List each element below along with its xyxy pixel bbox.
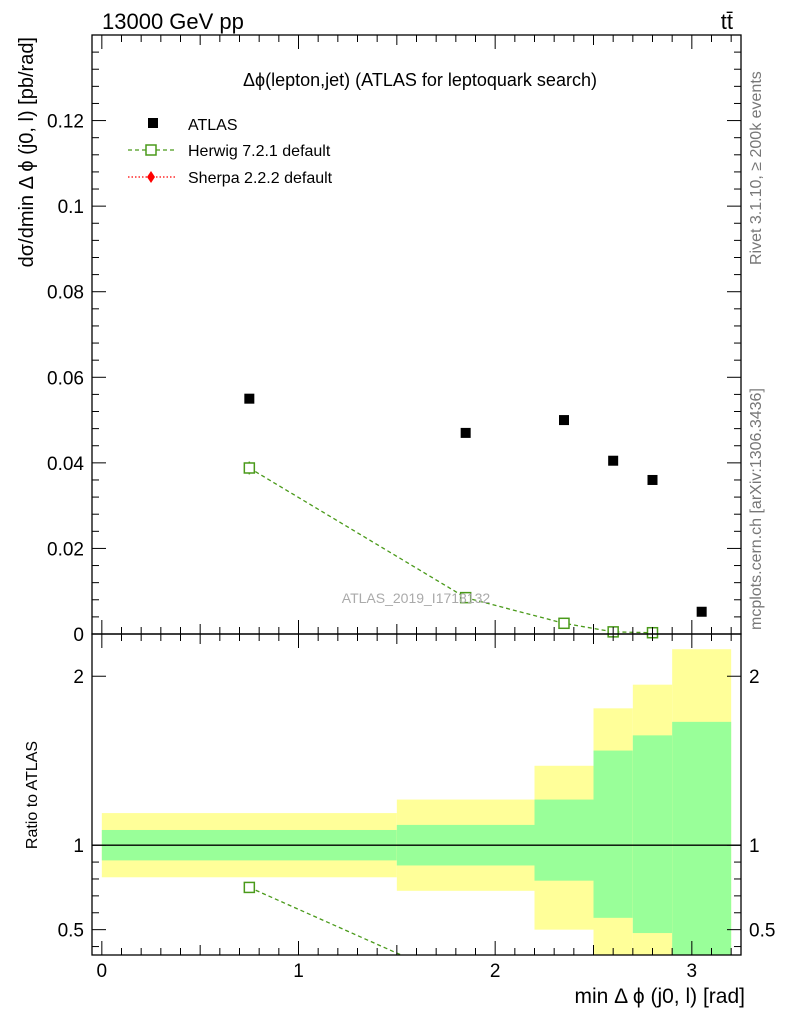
mcplots-label: mcplots.cern.ch [arXiv:1306.3436] <box>748 388 765 630</box>
ratio-plot <box>92 649 741 955</box>
main-y-tick-label: 0.12 <box>47 112 84 133</box>
main-y-tick-label: 0.1 <box>58 197 84 218</box>
x-tick-label: 3 <box>687 961 698 982</box>
x-axis-label: min Δ ϕ (j0, l) [rad] <box>575 985 746 1008</box>
ratio-y-tick-label-right: 0.5 <box>749 921 775 942</box>
atlas-point <box>696 606 707 617</box>
ratio-y-tick-label-left: 2 <box>73 667 84 688</box>
ratio-herwig-group <box>249 886 403 955</box>
ratio-band-inner <box>593 750 633 918</box>
main-y-tick-label: 0.02 <box>47 539 84 560</box>
legend-marker-atlas <box>148 118 158 128</box>
legend-marker-herwig <box>145 144 157 156</box>
atlas-point <box>647 474 658 485</box>
main-y-tick-label: 0.08 <box>47 283 84 304</box>
ratio-y-tick-label-left: 1 <box>73 836 84 857</box>
atlas-point <box>608 455 619 466</box>
ratio-herwig-point <box>243 881 256 894</box>
herwig-line <box>248 467 653 634</box>
legend-label-atlas: ATLAS <box>188 117 238 134</box>
x-tick-label: 0 <box>97 961 108 982</box>
legend: ATLAS Herwig 7.2.1 default Sherpa 2.2.2 … <box>128 117 333 187</box>
atlas-point <box>460 427 471 438</box>
legend-label-sherpa: Sherpa 2.2.2 default <box>188 170 333 187</box>
main-ylabel: dσ/dmin Δ ϕ (j0, l) [pb/rad] <box>16 37 38 267</box>
herwig-point <box>243 462 256 474</box>
ratio-y-tick-label-left: 0.5 <box>58 921 84 942</box>
ratio-y-tick-label-right: 1 <box>749 836 760 857</box>
ratio-band-inner <box>632 735 673 934</box>
plot-title: Δϕ(lepton,jet) (ATLAS for leptoquark sea… <box>243 70 597 90</box>
main-y-tick-label: 0.04 <box>47 454 84 475</box>
herwig-point <box>459 591 472 604</box>
herwig-point <box>558 617 570 630</box>
atlas-point <box>244 393 255 404</box>
x-tick-label: 2 <box>490 961 501 982</box>
main-y-tick-label: 0.06 <box>47 368 84 389</box>
atlas-point <box>559 415 569 426</box>
ratio-band-inner <box>672 721 732 955</box>
ratio-ylabel: Ratio to ATLAS <box>24 741 41 849</box>
legend-marker-sherpa <box>147 171 155 183</box>
rivet-label: Rivet 3.1.10, ≥ 200k events <box>748 71 765 265</box>
ratio-y-tick-label-right: 2 <box>749 667 760 688</box>
x-tick-label: 1 <box>293 961 304 982</box>
main-y-tick-label: 0 <box>73 625 84 646</box>
legend-label-herwig: Herwig 7.2.1 default <box>188 143 331 160</box>
ratio-band-inner <box>534 799 594 881</box>
watermark: ATLAS_2019_I1718132 <box>342 590 491 606</box>
ratio-herwig-line <box>249 886 403 955</box>
energy-label: 13000 GeV pp <box>102 9 244 34</box>
process-label: tt̄ <box>721 9 733 34</box>
